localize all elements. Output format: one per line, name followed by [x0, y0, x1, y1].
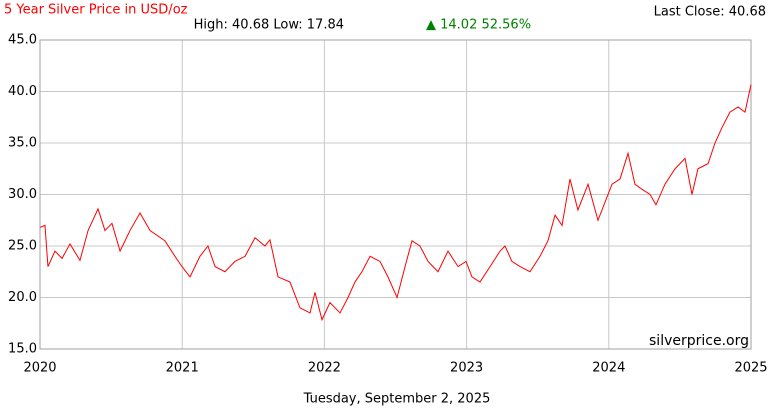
y-tick-label: 25.0: [8, 239, 37, 254]
x-tick-label: 2024: [592, 361, 625, 376]
y-tick-label: 30.0: [8, 187, 37, 202]
y-tick-label: 40.0: [8, 84, 37, 99]
date: Tuesday, September 2, 2025: [303, 392, 491, 407]
last-close: Last Close: 40.68: [654, 5, 766, 20]
watermark: silverprice.org: [649, 333, 749, 349]
price-line: [39, 84, 752, 322]
stats: High: 40.68 Low: 17.84: [194, 18, 344, 33]
x-tick-label: 2021: [166, 361, 199, 376]
y-tick-label: 35.0: [8, 136, 37, 151]
plot-frame: [39, 39, 752, 350]
change: ▲ 14.02 52.56%: [426, 18, 531, 33]
y-tick-label: 20.0: [8, 290, 37, 305]
chart-title: 5 Year Silver Price in USD/oz: [4, 3, 188, 18]
x-tick-label: 2022: [308, 361, 341, 376]
x-tick-label: 2023: [450, 361, 483, 376]
x-tick-label: 2020: [23, 361, 56, 376]
x-tick-label: 2025: [734, 361, 767, 376]
y-tick-label: 45.0: [8, 33, 37, 48]
y-tick-label: 15.0: [8, 342, 37, 357]
